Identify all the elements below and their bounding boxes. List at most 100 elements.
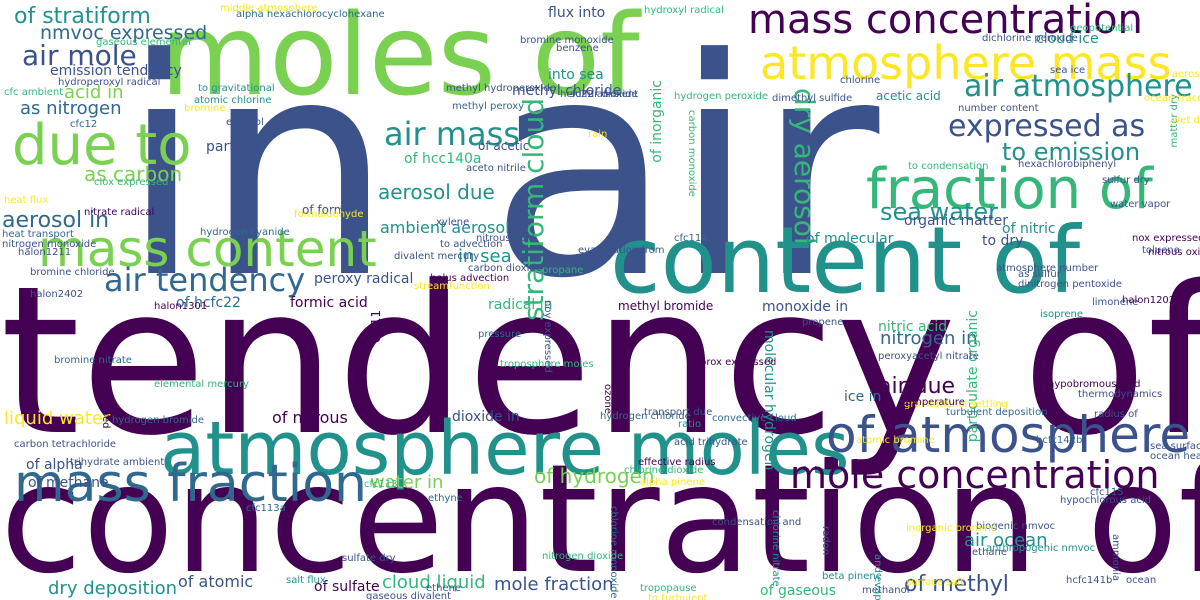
word-nitrogen-monoxide: nitrogen monoxide	[2, 239, 97, 250]
word-bromine-chloride: bromine chloride	[30, 267, 115, 278]
word-nitrogen-in: nitrogen in	[880, 328, 978, 349]
word-ocean-tracer: ocean tracer	[1144, 93, 1200, 104]
word-propane: propane	[542, 265, 584, 276]
word-of-nitrous: of nitrous	[272, 408, 348, 427]
word-methyl-peroxy: methyl peroxy	[452, 101, 525, 112]
word-tropopause: tropopause	[640, 583, 697, 594]
word-atmosphere-mass: atmosphere mass	[760, 36, 1172, 90]
word-halon2402: halon2402	[30, 289, 84, 300]
word-dimethyl-sulfide: dimethyl sulfide	[772, 93, 853, 104]
word-moles-of: moles of	[160, 0, 640, 121]
word-ratio: ratio	[678, 419, 702, 430]
word-tendency-of: tendency of	[0, 243, 1200, 481]
word-peroxyacetyl-nitrate: peroxyacetyl nitrate	[878, 351, 979, 362]
word-of-gaseous: of gaseous	[760, 583, 837, 599]
word-mass-content: mass content	[38, 220, 377, 278]
word-as-sulfur: as sulfur	[1018, 269, 1061, 280]
word-into-sea: into sea	[548, 67, 604, 83]
word-dioxide-in: dioxide in	[452, 409, 520, 425]
word-dry-deposition: dry deposition	[48, 578, 177, 599]
word-of-alpha: of alpha	[26, 457, 83, 473]
word-carbon-dioxide: carbon dioxide	[468, 263, 542, 274]
word-hydrogen-cyanide: hydrogen cyanide	[200, 227, 290, 238]
word-radical-in: radical in	[488, 297, 553, 313]
word-cfc115: cfc115	[1090, 487, 1124, 498]
word-sulfur-dry: sulfur dry	[1102, 175, 1150, 186]
word-liquid-water: liquid water	[4, 408, 111, 429]
word-flux-into: flux into	[548, 5, 606, 21]
word-emission-tendency: emission tendency	[50, 63, 182, 79]
word-nitrate-radical: nitrate radical	[84, 207, 155, 218]
word-air-mass: air mass	[384, 115, 520, 153]
word-hcfc22-ambient: hcfc22 ambient	[560, 89, 639, 100]
word-aerosol-and: aerosol and	[1172, 69, 1200, 80]
word-cfc11: cfc11	[369, 310, 383, 343]
word-formaldehyde: formaldehyde	[294, 209, 364, 220]
word-atmosphere-number: atmosphere number	[996, 263, 1099, 274]
word-halon1211: halon1211	[18, 247, 72, 258]
word-of-formic: of formic	[302, 203, 356, 217]
word-aceto-nitrile: aceto nitrile	[466, 163, 526, 174]
word-expressed-as: expressed as	[948, 109, 1146, 144]
word-to-turbulent: to turbulent	[648, 593, 708, 600]
word-of-methane: of methane	[28, 475, 109, 491]
word-rain: rain	[588, 129, 608, 140]
word-biogenic-nmvoc: biogenic nmvoc	[976, 521, 1056, 532]
word-carbon-monoxide: carbon monoxide	[686, 110, 697, 197]
word-to-emission: to emission	[1002, 138, 1141, 166]
word-propene: propene	[802, 317, 844, 328]
word-salt-flux: salt flux	[286, 575, 326, 586]
word-evaporation-from: evaporation from	[578, 245, 665, 256]
word-turbulent-deposition: turbulent deposition	[946, 407, 1048, 418]
word-cfc-ambient: cfc ambient	[4, 87, 64, 98]
word-bromine-monoxide: bromine monoxide	[520, 35, 614, 46]
word-of-acetic: of acetic	[478, 139, 530, 153]
word-hox-expressed: hox expressed	[100, 356, 111, 429]
word-ice-in: ice in	[844, 389, 882, 405]
word-ammonia: ammonia	[1110, 534, 1121, 581]
word-gravitational-settling: gravitational settling	[904, 399, 1009, 410]
word-dichlorine-peroxide: dichlorine peroxide	[982, 33, 1078, 44]
word-hydrogen-chloride: hydrogen chloride	[600, 411, 691, 422]
word-nitrous-oxide: nitrous oxide	[1148, 247, 1200, 258]
word-methyl-chloride: methyl chloride	[512, 83, 622, 99]
word-sulfur-dioxide: sulfur dioxide	[570, 89, 638, 100]
word-mole-concentration: mole concentration	[790, 453, 1160, 497]
word-hcfc142b: hcfc142b	[1036, 435, 1083, 446]
word-pressure: pressure	[478, 329, 522, 340]
word-concentration-of: concentration of	[0, 433, 1200, 600]
word-carbon-tetrachloride: carbon tetrachloride	[14, 439, 117, 450]
word-ethanol: ethanol	[226, 117, 264, 128]
word-heat-transport: heat transport	[2, 229, 74, 240]
word-aerosol-in: aerosol in	[2, 208, 110, 233]
word-radius-of: radius of	[1094, 409, 1138, 420]
word-ethene: ethene	[426, 583, 462, 594]
word-ocean: ocean	[1126, 575, 1157, 586]
word-inorganic-bromine: inorganic bromine	[906, 523, 997, 534]
word-methyl-hydroperoxide: methyl hydroperoxide	[446, 83, 557, 94]
word-fraction-of: fraction of	[866, 157, 1153, 222]
word-hcfc141b: hcfc141b	[1066, 575, 1113, 586]
word-clox-expressed: clox expressed	[94, 177, 169, 188]
word-effective-radius: effective radius	[638, 457, 716, 468]
word-elemental-mercury: elemental mercury	[154, 379, 249, 390]
word-halon1301: halon1301	[154, 301, 208, 312]
word-organic-matter: organic matter	[904, 213, 1009, 229]
word-particle: particle	[206, 139, 259, 155]
word-mole-fraction: mole fraction	[494, 574, 614, 595]
word-water-vapor: water vapor	[1110, 199, 1171, 210]
word-hypochlorous-acid: hypochlorous acid	[1060, 495, 1151, 506]
word-bromine: bromine	[184, 103, 226, 114]
word-ocean-heat: ocean heat	[1150, 451, 1200, 462]
word-acetic-acid: acetic acid	[876, 89, 941, 103]
word-ethane: ethane	[972, 547, 1008, 558]
word-trihydrate-ambient: trihydrate ambient	[70, 457, 165, 468]
word-nitric-acid: nitric acid	[878, 319, 948, 335]
word-of-atomic: of atomic	[178, 572, 254, 591]
word-air-due: air due	[878, 374, 956, 399]
word-hydrogen-bromide: hydrogen bromide	[112, 415, 205, 426]
word-chlorine-dioxide: chlorine dioxide	[624, 465, 704, 476]
word-nox-expressed: nox expressed	[1132, 233, 1200, 244]
word-ambient-aerosol: ambient aerosol	[380, 218, 510, 237]
